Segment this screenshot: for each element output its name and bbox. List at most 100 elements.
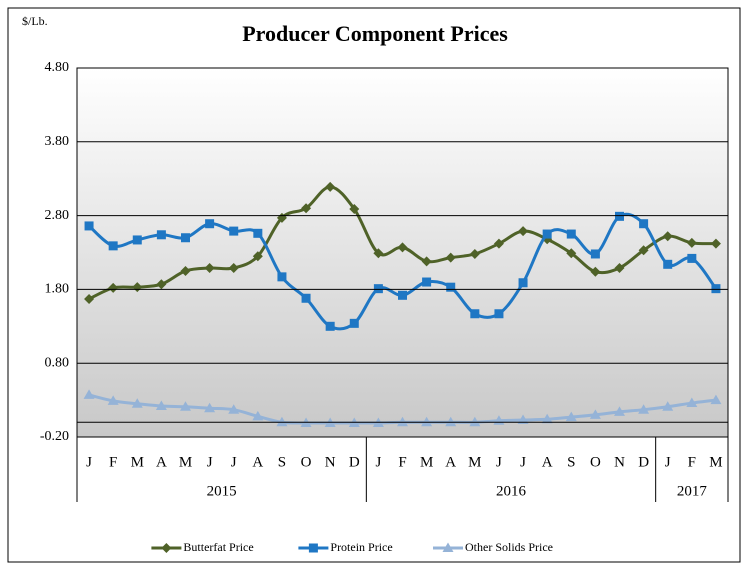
legend-label: Other Solids Price <box>465 540 553 554</box>
data-point <box>686 397 698 408</box>
data-point <box>373 284 383 294</box>
y-axis-label: $/Lb. <box>22 14 48 28</box>
x-tick-label: J <box>520 454 526 470</box>
data-point <box>493 238 504 249</box>
data-point <box>373 248 384 259</box>
y-tick-label: 4.80 <box>45 60 70 75</box>
data-point <box>710 394 722 405</box>
data-point <box>638 404 650 414</box>
x-tick-label: M <box>468 454 481 470</box>
data-point <box>590 266 601 277</box>
data-point <box>663 259 673 269</box>
data-point <box>180 401 191 411</box>
x-tick-label: S <box>567 454 575 470</box>
x-tick-label: S <box>278 454 286 470</box>
data-point <box>204 402 216 413</box>
data-point <box>421 256 432 267</box>
data-point <box>325 321 335 331</box>
x-tick-label: F <box>109 454 117 470</box>
data-point <box>662 231 673 242</box>
x-tick-label: J <box>375 454 381 470</box>
y-tick-label: 1.80 <box>45 282 70 297</box>
data-point <box>590 249 600 259</box>
data-point <box>662 401 674 411</box>
legend-label: Protein Price <box>330 540 392 554</box>
data-point <box>308 543 318 553</box>
x-group-label: 2016 <box>496 483 527 499</box>
data-point <box>541 413 553 424</box>
x-tick-label: A <box>542 454 553 470</box>
y-tick-label: 3.80 <box>45 134 70 149</box>
data-point <box>108 241 118 251</box>
data-point <box>301 203 312 214</box>
x-tick-label: A <box>156 454 167 470</box>
data-point <box>422 277 432 287</box>
data-point <box>228 404 240 414</box>
data-point <box>470 309 480 319</box>
data-point <box>155 400 167 411</box>
data-point <box>84 293 95 304</box>
data-point <box>161 543 172 553</box>
x-tick-label: O <box>301 454 312 470</box>
data-point <box>711 284 721 294</box>
data-point <box>229 226 239 236</box>
data-point <box>156 230 166 240</box>
legend: Butterfat Price Protein Price Other Solids… <box>151 540 553 554</box>
x-tick-label: J <box>496 454 502 470</box>
x-tick-label: D <box>349 454 360 470</box>
data-point <box>349 203 360 214</box>
data-point <box>566 229 576 239</box>
data-point <box>542 229 552 239</box>
y-tick-label: 2.80 <box>45 208 70 223</box>
data-point <box>494 309 504 319</box>
data-point <box>445 252 456 263</box>
data-point <box>253 228 263 238</box>
data-point <box>397 242 408 253</box>
data-point <box>565 411 577 422</box>
data-point <box>252 251 263 262</box>
x-tick-label: N <box>325 454 336 470</box>
data-point <box>397 416 408 427</box>
x-tick-label: M <box>709 454 722 470</box>
data-point <box>589 409 601 419</box>
plot-background <box>77 68 728 437</box>
data-point <box>518 226 529 237</box>
chart-title: Producer Component Prices <box>242 21 508 46</box>
x-tick-label: M <box>420 454 433 470</box>
x-tick-label: A <box>252 454 263 470</box>
data-point <box>614 406 625 416</box>
data-point <box>131 398 143 408</box>
x-tick-label: M <box>131 454 144 470</box>
data-point <box>442 542 454 552</box>
data-point <box>517 414 529 425</box>
x-tick-label: A <box>445 454 456 470</box>
data-point <box>421 416 433 427</box>
data-point <box>446 282 456 292</box>
x-tick-label: M <box>179 454 192 470</box>
data-point <box>83 389 95 399</box>
data-point <box>614 262 625 273</box>
x-group-label: 2015 <box>207 483 237 499</box>
y-tick-label: -0.20 <box>40 429 69 444</box>
data-point <box>615 211 624 221</box>
data-point <box>638 245 649 256</box>
x-tick-label: D <box>638 454 649 470</box>
x-tick-label: J <box>231 454 237 470</box>
data-point <box>518 278 528 288</box>
data-point <box>639 219 649 229</box>
x-tick-label: J <box>207 454 213 470</box>
x-tick-label: O <box>590 454 601 470</box>
data-point <box>686 237 697 248</box>
x-tick-label: J <box>86 454 92 470</box>
data-point <box>84 221 94 231</box>
x-group-label: 2017 <box>677 483 708 499</box>
legend-label: Butterfat Price <box>183 540 253 554</box>
data-point <box>398 290 407 300</box>
data-point <box>205 219 215 229</box>
data-point <box>252 410 264 421</box>
data-point <box>325 181 336 192</box>
x-tick-label: F <box>688 454 696 470</box>
data-point <box>469 416 481 427</box>
plot-border <box>76 67 729 438</box>
